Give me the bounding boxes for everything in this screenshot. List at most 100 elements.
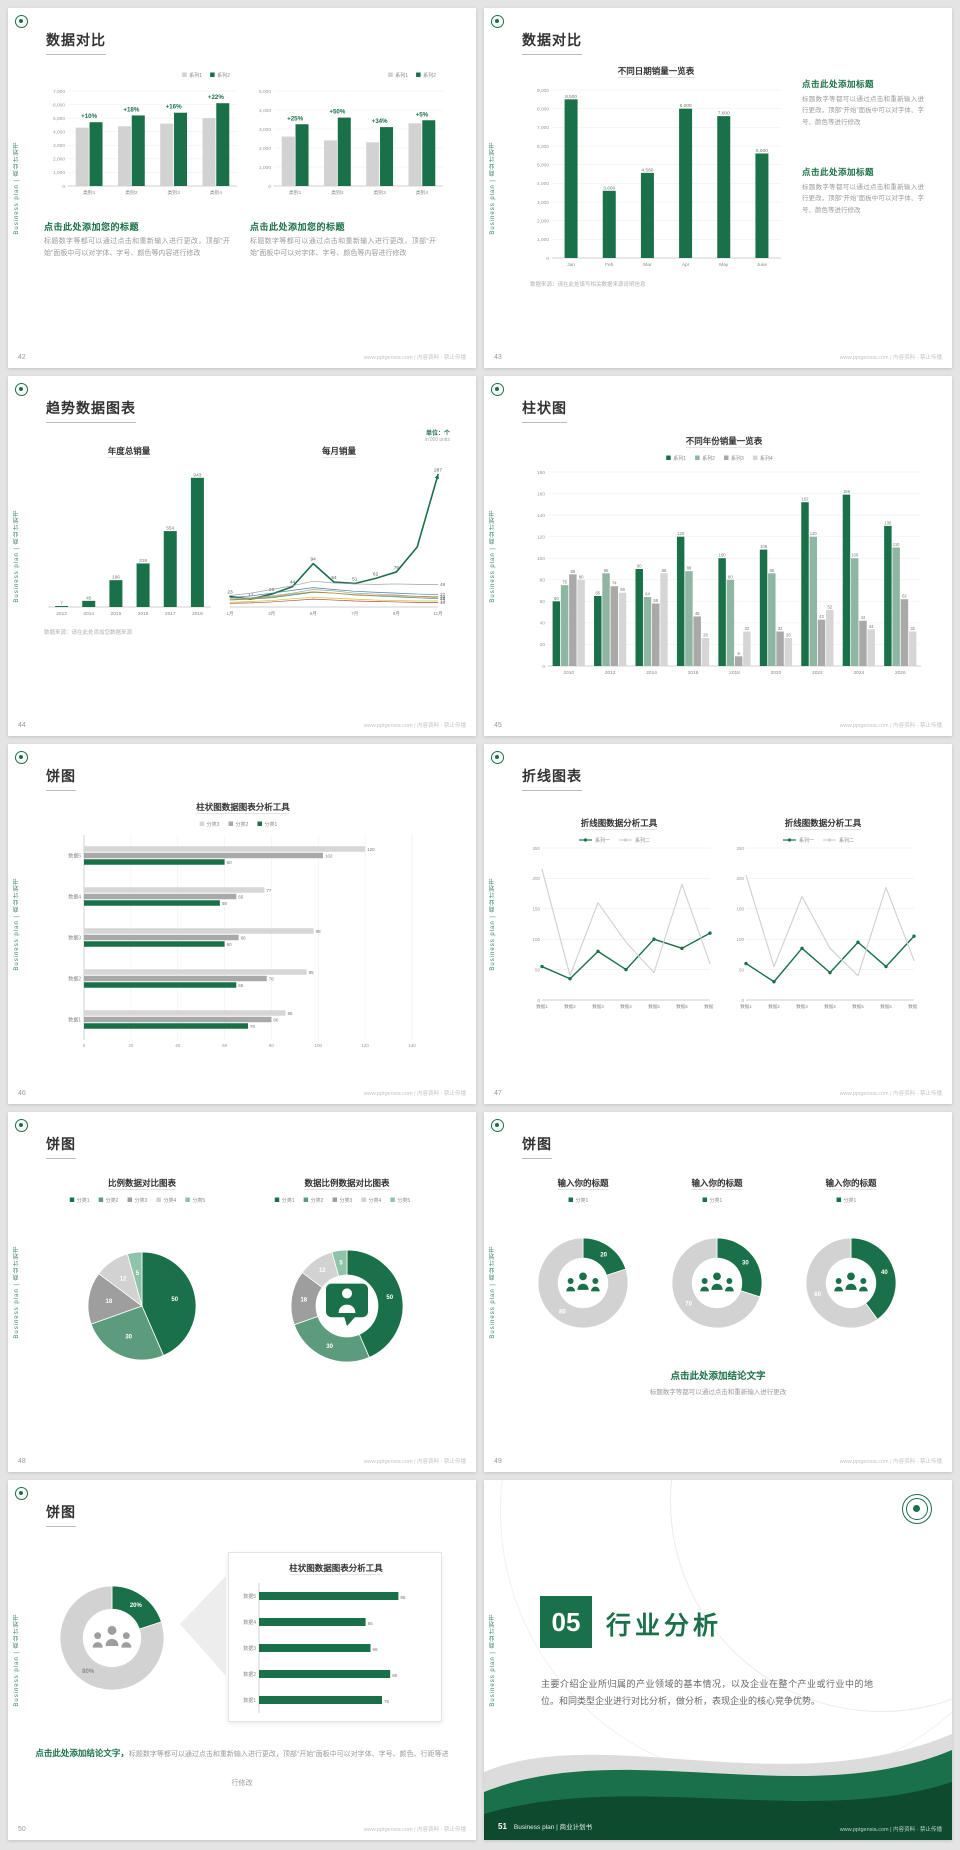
ratio-donut-chart: 数据比例数据对比图表 分类1 分类2 分类3 分类4 分类5 50 30 18 12 5	[248, 1176, 446, 1404]
svg-text:80: 80	[392, 1673, 398, 1678]
svg-text:数据3: 数据3	[592, 1003, 604, 1010]
svg-text:6,000: 6,000	[53, 102, 65, 108]
slide-title: 折线图表	[522, 766, 582, 791]
svg-text:+25%: +25%	[287, 115, 303, 122]
svg-text:27: 27	[440, 592, 446, 598]
svg-text:98: 98	[316, 929, 322, 934]
svg-text:数据5: 数据5	[243, 1593, 256, 1600]
svg-text:32: 32	[745, 626, 750, 631]
svg-text:2016: 2016	[138, 611, 149, 617]
svg-text:100: 100	[719, 553, 727, 558]
svg-text:18: 18	[106, 1299, 113, 1305]
svg-text:折线图数据分析工具: 折线图数据分析工具	[581, 818, 658, 828]
svg-text:数据4: 数据4	[243, 1619, 256, 1626]
svg-text:159: 159	[843, 489, 851, 494]
svg-text:75: 75	[562, 580, 567, 585]
svg-text:8,500: 8,500	[565, 94, 577, 100]
svg-text:40: 40	[540, 621, 546, 627]
svg-text:1,000: 1,000	[53, 170, 65, 176]
svg-text:分类3: 分类3	[340, 1197, 353, 1204]
svg-text:50: 50	[171, 1297, 178, 1303]
svg-text:120: 120	[810, 531, 818, 536]
slide-51: Business plan | 商业计划书 05 行业分析 主要介绍企业所归属的…	[484, 1480, 952, 1840]
svg-text:23: 23	[227, 589, 233, 595]
slide-42: Business plan | 商业计划书 数据对比 系列1 系列2 0 1,000 2…	[8, 8, 476, 368]
svg-text:2018: 2018	[729, 670, 740, 676]
svg-text:数据4: 数据4	[620, 1003, 632, 1010]
svg-text:49: 49	[440, 582, 446, 588]
svg-text:分类2: 分类2	[236, 821, 249, 828]
svg-text:85: 85	[400, 1595, 406, 1600]
svg-text:数据5: 数据5	[68, 853, 81, 860]
svg-text:54: 54	[331, 575, 337, 581]
line-chart-left: 折线图数据分析工具 系列一 系列二 0 50 100 150 200 250 数据1 数据2 数据3 数…	[524, 816, 716, 1012]
svg-text:0: 0	[537, 998, 540, 1003]
svg-text:30: 30	[742, 1260, 749, 1266]
svg-text:Feb: Feb	[605, 262, 614, 268]
sidebar-vertical-text: Business plan | 商业计划书	[490, 509, 496, 603]
svg-text:34: 34	[869, 624, 874, 629]
svg-text:40: 40	[175, 1043, 181, 1048]
svg-text:70: 70	[685, 1302, 692, 1308]
svg-text:类别4: 类别4	[416, 189, 429, 196]
svg-text:7,000: 7,000	[53, 89, 65, 95]
page-number: 44	[18, 722, 26, 729]
svg-text:数据6: 数据6	[880, 1003, 892, 1010]
svg-text:943: 943	[193, 472, 201, 478]
footer-site-text: www.pptgensia.com | 内容资料 · 禁止传播	[839, 1459, 942, 1465]
svg-text:数据比例数据对比图表: 数据比例数据对比图表	[304, 1178, 390, 1188]
svg-text:110: 110	[893, 542, 900, 547]
footer-site-text: www.pptgensia.com | 内容资料 · 禁止传播	[839, 1091, 942, 1097]
svg-text:系列4: 系列4	[760, 455, 773, 462]
svg-text:2016: 2016	[688, 670, 699, 676]
svg-text:6,000: 6,000	[537, 144, 549, 150]
svg-text:7,600: 7,600	[718, 111, 730, 117]
block2-heading: 点击此处添加标题	[802, 167, 875, 177]
svg-text:4,560: 4,560	[641, 167, 653, 173]
svg-text:7月: 7月	[351, 611, 358, 617]
page-number: 51	[498, 1822, 507, 1831]
svg-text:86: 86	[604, 568, 609, 573]
svg-text:20: 20	[540, 642, 546, 648]
brand-emblem-icon	[902, 1494, 932, 1524]
svg-text:287: 287	[434, 468, 442, 474]
svg-text:+34%: +34%	[372, 118, 388, 125]
svg-text:9,000: 9,000	[537, 88, 549, 94]
page-number: 48	[18, 1458, 26, 1465]
slide-title: 饼图	[46, 1502, 76, 1527]
conclusion-heading: 点击此处添加结论文字	[670, 1371, 766, 1382]
svg-text:80: 80	[273, 1017, 279, 1022]
donut-chart-3: 输入你的标题 分类1 40 60	[786, 1176, 916, 1358]
svg-text:3,600: 3,600	[603, 185, 615, 191]
svg-text:120: 120	[361, 1043, 369, 1048]
svg-text:数据2: 数据2	[768, 1003, 780, 1010]
sidebar-vertical-text: Business plan | 商业计划书	[490, 141, 496, 235]
svg-text:77: 77	[266, 888, 272, 893]
svg-text:0: 0	[542, 664, 545, 670]
comparison-bar-chart-right: 系列1 系列2 0 1,000 2,000 3,000 4,000 5,000 +25% 类别1 +…	[250, 68, 446, 198]
slide-title: 饼图	[46, 1134, 76, 1159]
svg-text:554: 554	[166, 526, 174, 532]
svg-text:类别1: 类别1	[289, 189, 302, 196]
slide-title: 数据对比	[522, 30, 582, 55]
conclusion-heading: 点击此处添加结论文字，	[35, 1748, 129, 1758]
sidebar-vertical-text: Business plan | 商业计划书	[14, 1245, 20, 1339]
svg-text:200: 200	[736, 876, 744, 881]
svg-text:120: 120	[537, 534, 545, 540]
block2-paragraph: 标题数字等都可以通过点击和重新输入进行更改，顶部“开始”面板中可以对字体、字号、…	[802, 184, 924, 214]
svg-text:2015: 2015	[111, 611, 122, 617]
svg-text:80: 80	[269, 1043, 275, 1048]
svg-text:12: 12	[319, 1268, 326, 1274]
svg-text:250: 250	[736, 846, 744, 851]
svg-text:2026: 2026	[895, 670, 906, 676]
svg-text:数据4: 数据4	[68, 894, 81, 901]
svg-text:78: 78	[269, 976, 275, 981]
right-paragraph: 标题数字等都可以通过点击和重新输入进行更改，顶部“开始”面板中可以对字体、字号、…	[250, 238, 436, 258]
svg-text:3,000: 3,000	[259, 127, 271, 133]
svg-text:30: 30	[326, 1344, 333, 1350]
svg-text:数据5: 数据5	[852, 1003, 864, 1010]
svg-text:类别3: 类别3	[167, 189, 180, 196]
svg-text:2010: 2010	[563, 670, 574, 676]
svg-text:0: 0	[83, 1043, 86, 1048]
svg-text:65: 65	[368, 1621, 374, 1626]
